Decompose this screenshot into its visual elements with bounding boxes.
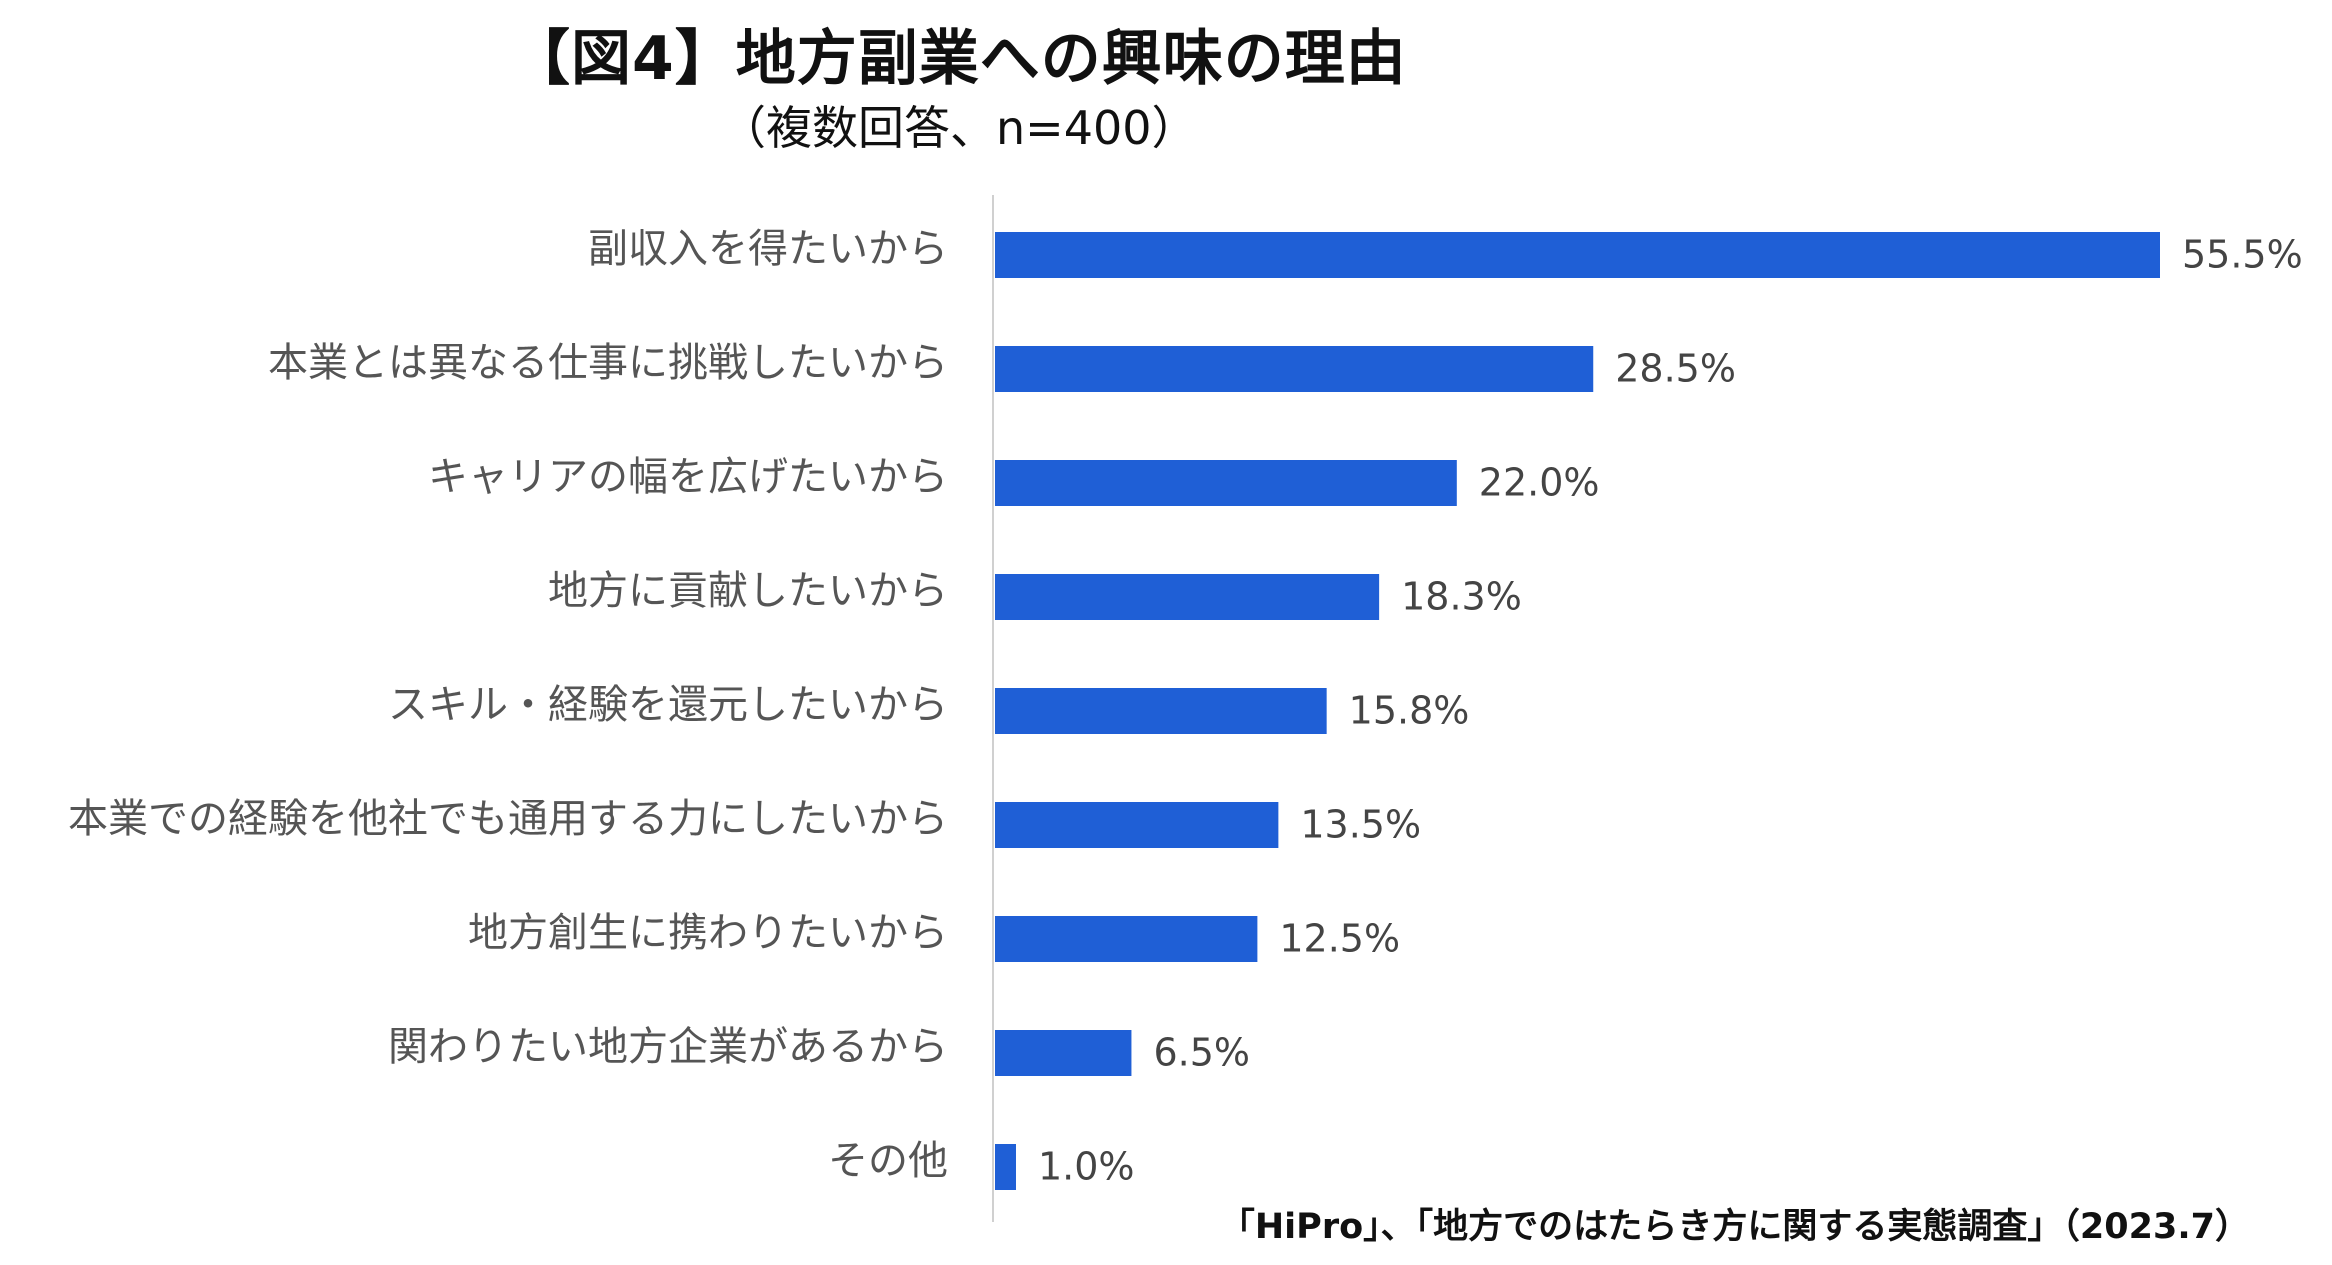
value-label: 22.0% [1479,461,1600,505]
value-label: 13.5% [1300,803,1421,847]
value-label: 12.5% [1279,917,1400,961]
value-label: 1.0% [1038,1145,1135,1189]
bar [995,1030,1132,1076]
value-label: 55.5% [2182,233,2303,277]
bar [995,460,1457,506]
category-label: 本業での経験を他社でも通用する力にしたいから [68,796,948,842]
category-label: その他 [828,1138,948,1184]
bars-group: 副収入を得たいから 55.5% 本業とは異なる仕事に挑戦したいから 28.5% キャリア… [68,226,2303,1190]
bar [995,1144,1016,1190]
bar [995,346,1594,392]
chart-subtitle: （複数回答、n=400） [720,101,1198,155]
bar [995,802,1279,848]
category-label: キャリアの幅を広げたいから [428,454,948,500]
category-label: 地方に貢献したいから [548,568,948,614]
bar [995,232,2160,278]
category-label: スキル・経験を還元したいから [388,682,948,728]
category-label: 副収入を得たいから [588,226,948,272]
bar [995,574,1380,620]
value-label: 6.5% [1153,1031,1250,1075]
value-label: 18.3% [1401,575,1522,619]
chart-title: 【図4】地方副業への興味の理由 [510,24,1407,94]
bar [995,916,1258,962]
bar [995,688,1327,734]
source-note: 「HiPro」、「地方でのはたらき方に関する実態調査」（2023.7） [1219,1207,2250,1247]
category-label: 本業とは異なる仕事に挑戦したいから [268,340,948,386]
value-label: 15.8% [1349,689,1470,733]
category-label: 地方創生に携わりたいから [468,910,948,956]
category-label: 関わりたい地方企業があるから [388,1024,948,1070]
value-label: 28.5% [1615,347,1736,391]
